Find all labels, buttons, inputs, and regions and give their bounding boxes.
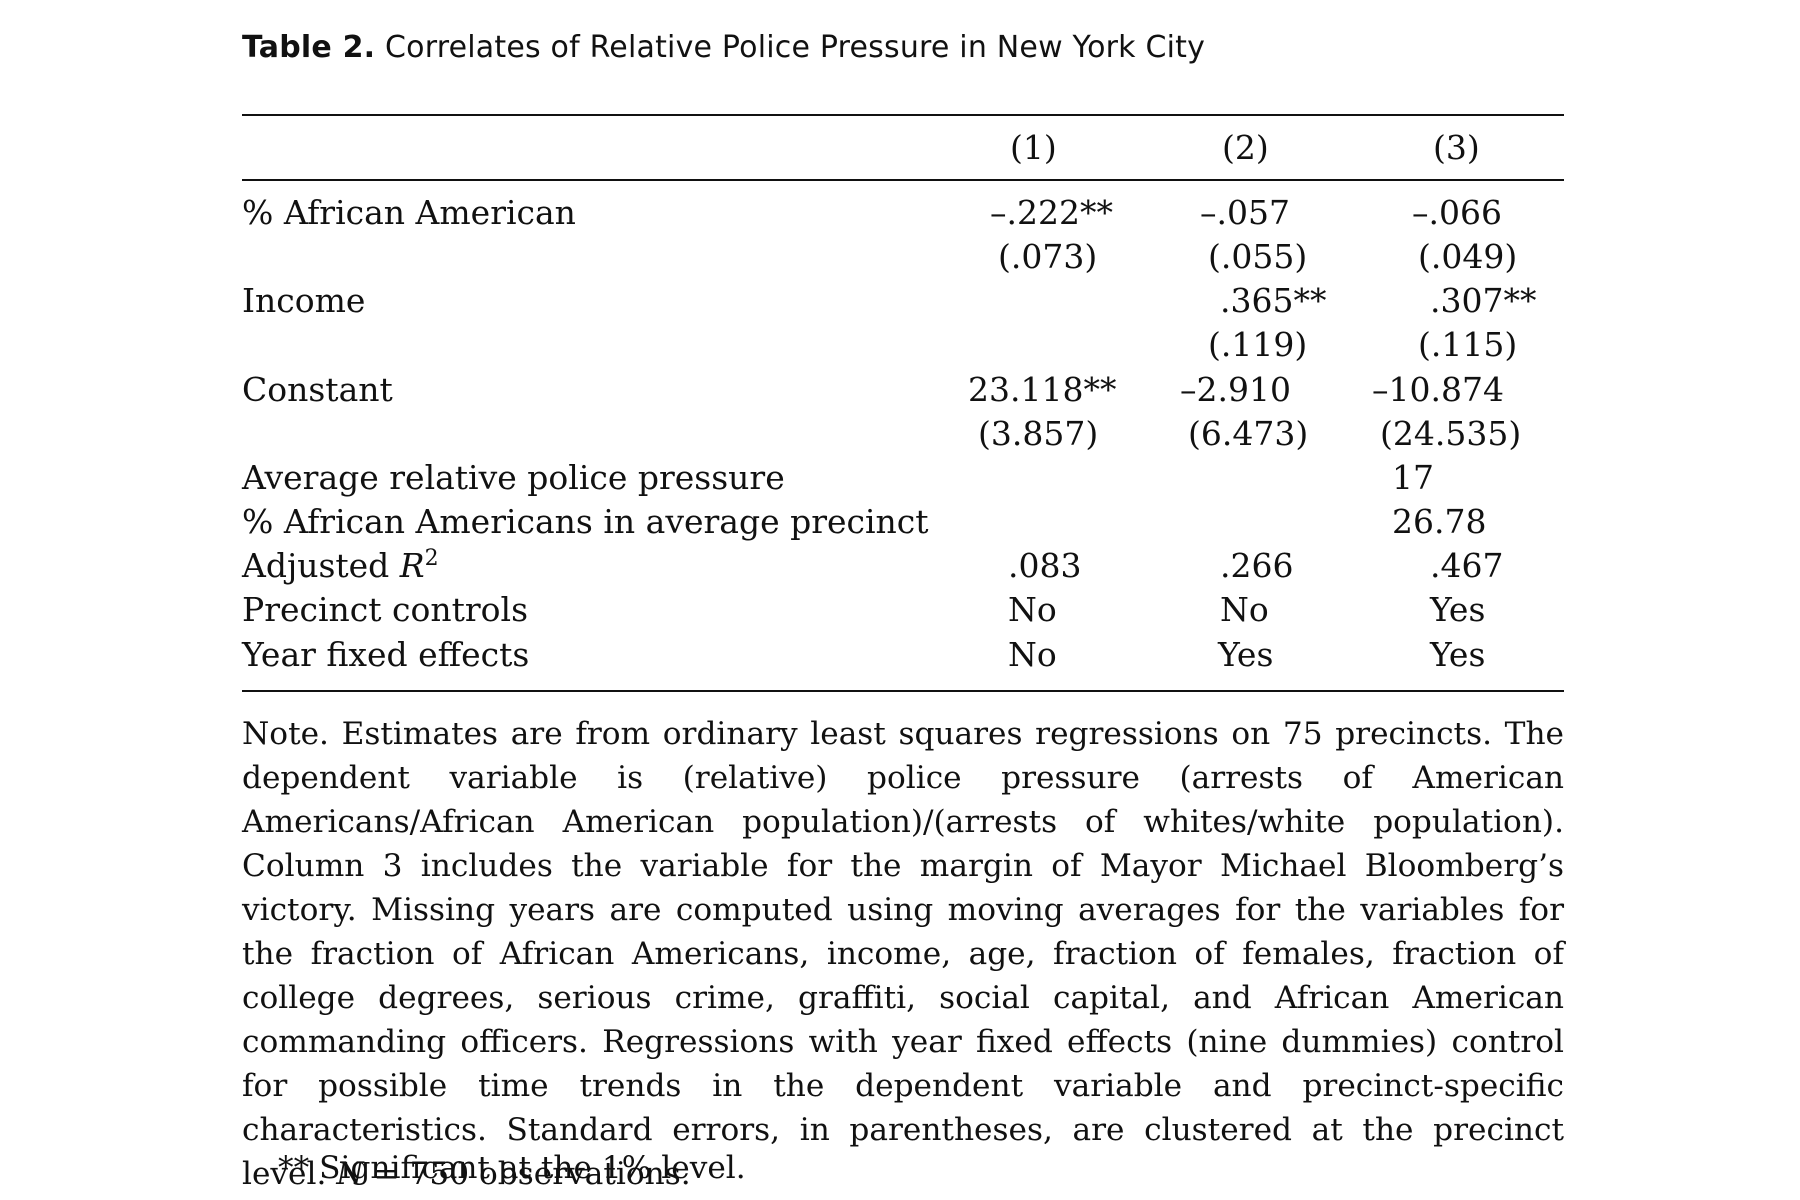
table-number: Table 2.: [242, 30, 376, 65]
cell-pc-1: No: [1008, 590, 1057, 629]
cell-r2-3: .467: [1430, 546, 1504, 585]
cell-avg-pressure: 17: [1392, 458, 1434, 497]
bottom-rule: [242, 690, 1564, 692]
table-title: Correlates of Relative Police Pressure i…: [385, 30, 1206, 65]
cell-constant-se-1: (3.857): [978, 414, 1099, 453]
cell-yfe-3: Yes: [1430, 635, 1486, 674]
cell-income-se-3: (.115): [1418, 325, 1518, 364]
cell-pc-3: Yes: [1430, 590, 1486, 629]
row-label-constant: Constant: [242, 370, 393, 409]
table-caption: Table 2. Correlates of Relative Police P…: [242, 30, 1205, 65]
adjusted-r2-sup: 2: [424, 546, 439, 571]
row-label-income: Income: [242, 281, 366, 320]
cell-aa-coef-1: –.222**: [990, 193, 1113, 232]
cell-aa-coef-2: –.057: [1200, 193, 1290, 232]
table-note: Note. Estimates are from ordinary least …: [242, 712, 1564, 1196]
row-label-avg-precinct: % African Americans in average precinct: [242, 502, 929, 541]
cell-constant-se-3: (24.535): [1380, 414, 1522, 453]
cell-r2-1: .083: [1008, 546, 1082, 585]
cell-constant-se-2: (6.473): [1188, 414, 1309, 453]
column-header-3: (3): [1433, 128, 1480, 167]
cell-constant-coef-1: 23.118**: [968, 370, 1117, 409]
significance-footnote: ** Significant at the 1% level.: [278, 1150, 746, 1186]
note-main-text: Note. Estimates are from ordinary least …: [242, 716, 1564, 1192]
cell-aa-se-1: (.073): [998, 237, 1098, 276]
column-header-1: (1): [1010, 128, 1057, 167]
cell-avg-precinct: 26.78: [1392, 502, 1487, 541]
row-label-year-fe: Year fixed effects: [242, 635, 530, 674]
column-header-2: (2): [1222, 128, 1269, 167]
cell-aa-se-3: (.049): [1418, 237, 1518, 276]
cell-constant-coef-2: –2.910: [1180, 370, 1291, 409]
cell-aa-coef-3: –.066: [1412, 193, 1502, 232]
header-rule: [242, 179, 1564, 181]
cell-r2-2: .266: [1220, 546, 1294, 585]
adjusted-r2-prefix: Adjusted: [242, 546, 400, 585]
note-n-symbol: N: [336, 1156, 364, 1192]
cell-income-coef-3: .307**: [1430, 281, 1537, 320]
cell-income-se-2: (.119): [1208, 325, 1308, 364]
row-label-precinct-controls: Precinct controls: [242, 590, 529, 629]
adjusted-r2-r: R: [399, 546, 425, 585]
row-label-avg-pressure: Average relative police pressure: [242, 458, 785, 497]
row-label-african-american: % African American: [242, 193, 576, 232]
cell-constant-coef-3: –10.874: [1372, 370, 1504, 409]
cell-yfe-1: No: [1008, 635, 1057, 674]
cell-aa-se-2: (.055): [1208, 237, 1308, 276]
cell-income-coef-2: .365**: [1220, 281, 1327, 320]
row-label-adjusted-r2: Adjusted R2: [242, 546, 439, 585]
top-rule: [242, 114, 1564, 116]
note-n-rest: = 750 observations.: [363, 1156, 691, 1192]
cell-yfe-2: Yes: [1218, 635, 1274, 674]
cell-pc-2: No: [1220, 590, 1269, 629]
